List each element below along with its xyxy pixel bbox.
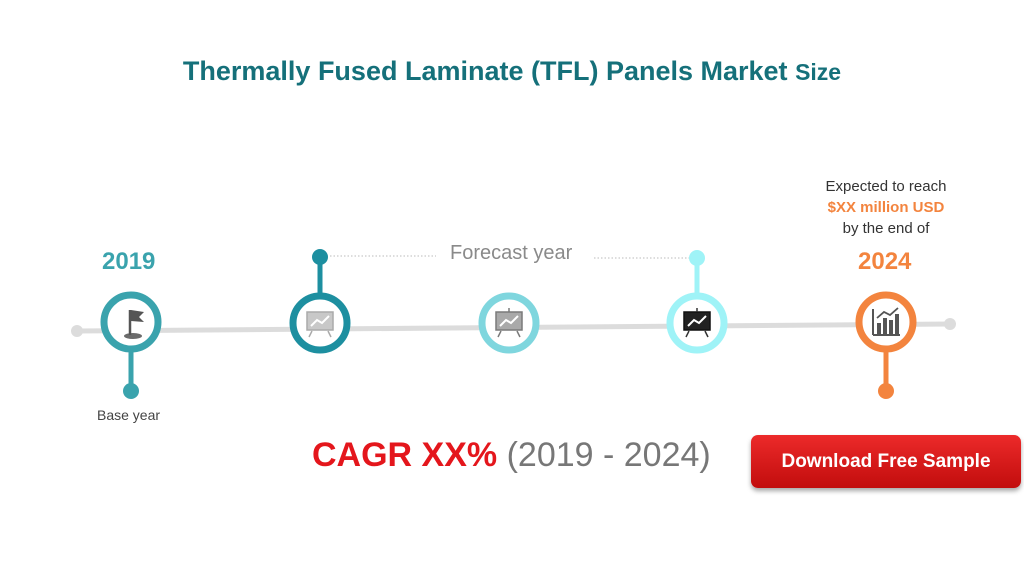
expected-amount: $XX million USD [827,199,945,216]
timeline-start-dot [71,325,83,337]
presentation-chart-icon [306,311,334,338]
expected-line-1: Expected to reach [825,178,947,195]
timeline-node-4 [666,250,728,354]
expected-line-3: by the end of [842,220,930,237]
page-title: Thermally Fused Laminate (TFL) Panels Ma… [0,56,1024,87]
cagr-value: CAGR XX% [312,436,498,474]
end-year-label: 2024 [858,248,912,275]
flag-icon [124,310,144,339]
base-year-label: Base year [97,407,161,423]
bar-chart-icon [872,307,900,336]
timeline-node-2024 [855,291,917,399]
forecast-year-label: Forecast year [450,242,573,264]
cagr-range: (2019 - 2024) [506,436,711,474]
presentation-chart-icon [683,308,711,338]
cagr-statement: CAGR XX% (2019 - 2024) [312,436,711,475]
expected-reach-block: Expected to reach $XX million USD by the… [800,176,972,239]
start-year-label: 2019 [102,248,156,275]
timeline-node-2019 [100,291,162,399]
timeline-end-dot [944,318,956,330]
download-free-sample-button[interactable]: Download Free Sample [751,435,1021,488]
timeline-node-3 [478,292,540,354]
presentation-chart-icon [495,308,523,338]
timeline-node-2 [289,249,351,354]
title-main: Thermally Fused Laminate (TFL) Panels Ma… [182,56,788,86]
title-suffix: Size [795,59,842,85]
